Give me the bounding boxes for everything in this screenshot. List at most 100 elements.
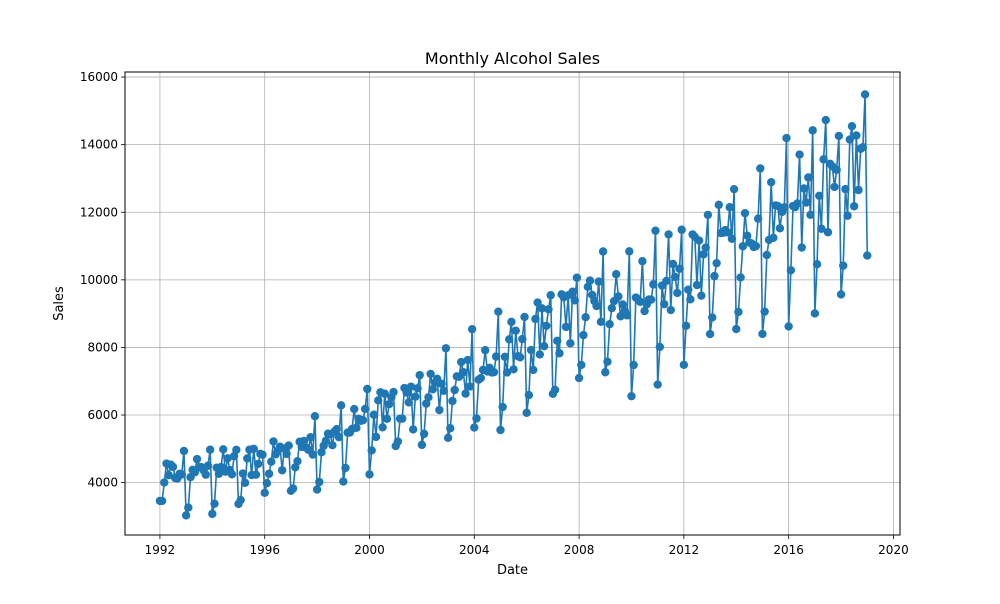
data-point	[402, 388, 411, 397]
data-point	[760, 307, 769, 316]
data-series	[155, 90, 872, 520]
data-point	[203, 461, 213, 470]
data-point	[277, 466, 287, 475]
data-point	[232, 445, 241, 454]
data-point	[494, 307, 503, 316]
data-point	[699, 250, 708, 259]
data-point	[411, 392, 420, 401]
data-point	[542, 321, 551, 331]
data-point	[821, 115, 830, 125]
data-point	[561, 322, 571, 332]
data-point	[555, 349, 564, 358]
data-point	[179, 446, 189, 456]
data-point	[498, 402, 507, 412]
data-point	[491, 352, 501, 361]
data-point	[393, 437, 403, 446]
data-point	[380, 389, 389, 398]
data-point	[415, 370, 424, 380]
data-point	[815, 191, 824, 200]
y-tick-label: 6000	[87, 408, 118, 422]
data-point	[775, 224, 785, 233]
data-point	[546, 291, 555, 300]
data-point	[679, 360, 689, 370]
data-point	[520, 312, 529, 322]
data-point	[714, 200, 723, 210]
chart-title: Monthly Alcohol Sales	[425, 49, 600, 68]
data-point	[839, 261, 848, 270]
data-point	[223, 454, 232, 463]
data-point	[780, 203, 789, 212]
data-point	[240, 478, 250, 488]
data-point	[511, 326, 520, 335]
data-point	[439, 386, 448, 396]
data-point	[238, 469, 248, 478]
data-point	[860, 90, 870, 99]
data-point	[649, 280, 658, 289]
data-point	[214, 469, 224, 478]
data-point	[157, 496, 167, 506]
data-point	[544, 305, 553, 314]
y-tick-label: 12000	[80, 205, 118, 219]
data-point	[697, 291, 706, 300]
data-point	[756, 164, 765, 173]
data-point	[262, 478, 272, 488]
data-point	[437, 379, 446, 388]
data-point	[585, 276, 595, 285]
data-point	[177, 470, 186, 479]
data-point	[751, 241, 761, 251]
data-point	[854, 185, 863, 195]
data-point	[572, 273, 582, 282]
data-point	[614, 292, 623, 301]
data-point	[339, 477, 348, 486]
data-point	[762, 250, 772, 260]
data-point	[181, 511, 191, 520]
data-point	[336, 401, 346, 410]
data-point	[686, 295, 695, 304]
x-tick-label: 1996	[249, 543, 280, 557]
data-point	[269, 437, 278, 446]
data-point	[607, 303, 617, 313]
data-point	[740, 208, 750, 218]
data-point	[804, 173, 813, 182]
data-point	[463, 355, 472, 365]
data-point	[500, 352, 510, 361]
data-point	[457, 357, 466, 367]
data-point	[533, 298, 542, 307]
data-point	[419, 429, 429, 439]
data-point	[522, 408, 531, 417]
data-point	[732, 324, 741, 334]
data-point	[843, 211, 852, 220]
data-point	[727, 234, 737, 243]
data-point	[358, 415, 368, 425]
data-point	[622, 311, 632, 320]
y-tick-label: 10000	[80, 273, 118, 287]
data-point	[806, 210, 815, 219]
data-point	[723, 228, 732, 237]
data-point	[834, 131, 844, 141]
data-point	[476, 373, 486, 383]
data-point	[832, 165, 841, 174]
data-point	[360, 404, 370, 414]
data-point	[502, 368, 512, 377]
data-point	[849, 202, 859, 211]
data-point	[710, 271, 719, 281]
data-point	[810, 309, 820, 318]
data-point	[249, 444, 258, 454]
data-point	[321, 436, 331, 446]
data-point	[863, 251, 872, 260]
data-point	[681, 321, 691, 330]
data-point	[398, 414, 407, 423]
data-point	[795, 150, 804, 159]
data-point	[472, 414, 481, 423]
data-point	[841, 184, 850, 194]
data-point	[459, 368, 468, 377]
data-point	[603, 357, 612, 366]
data-point	[406, 382, 416, 391]
data-point	[701, 243, 710, 252]
data-point	[852, 131, 861, 140]
data-point	[371, 432, 381, 442]
x-tick-label: 2012	[669, 543, 700, 557]
x-axis-ticks: 1992 1996 2000 2004 2008 2012 2016 2020	[145, 535, 909, 557]
data-point	[164, 470, 173, 480]
